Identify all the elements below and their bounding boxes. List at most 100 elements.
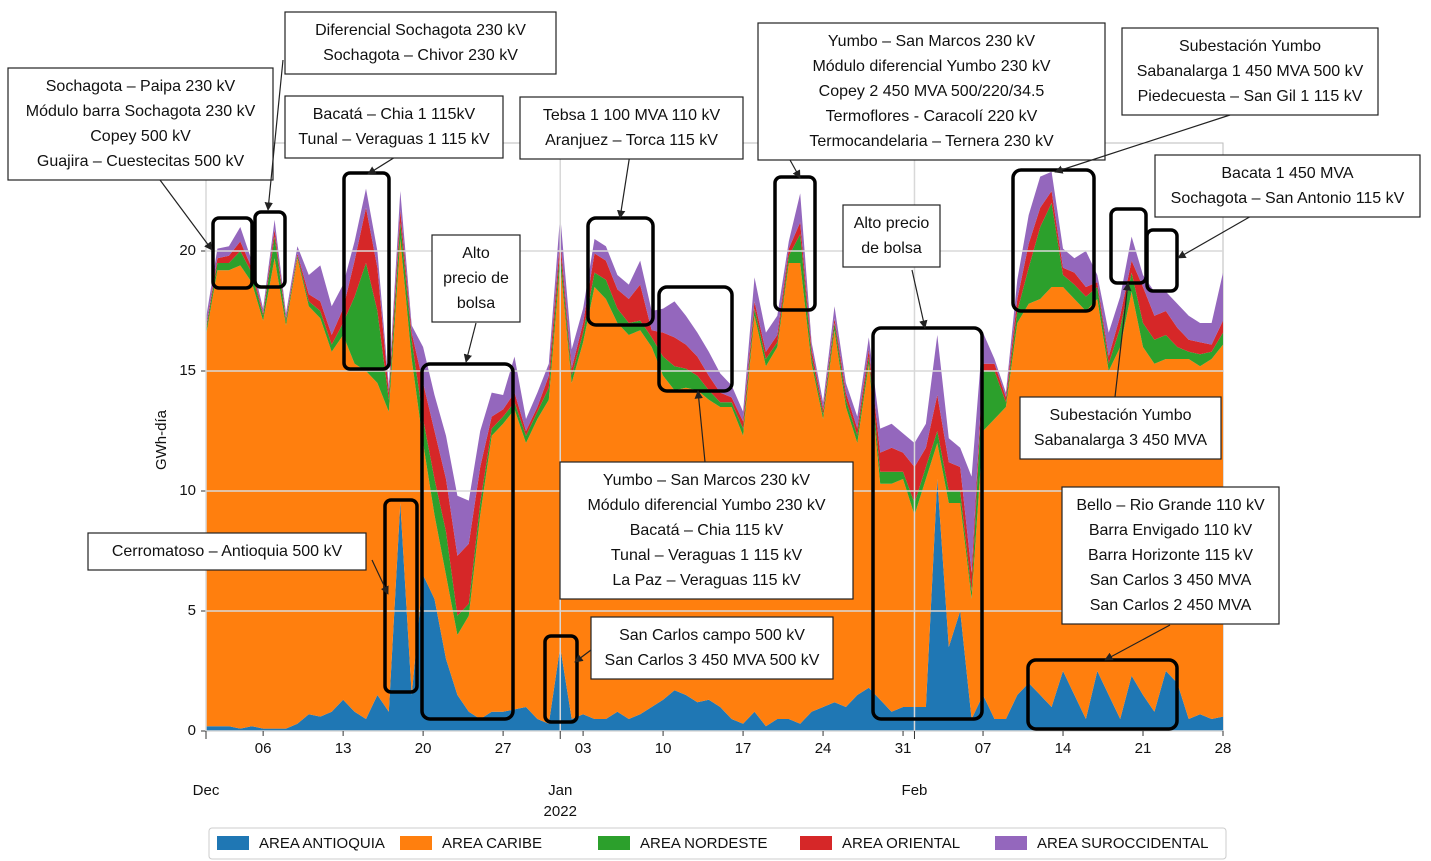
annotation-box <box>1154 154 1421 218</box>
annotation-arrow <box>264 59 284 211</box>
annotation-arrow <box>789 159 801 179</box>
year-label: 2022 <box>544 803 577 820</box>
annotation-box <box>559 461 854 600</box>
highlight <box>1011 168 1096 313</box>
legend-label: AREA SUROCCIDENTAL <box>1037 835 1208 852</box>
annotation-box <box>842 204 941 268</box>
y-tick-label: 0 <box>188 722 196 739</box>
annotation-text: Yumbo – San Marcos 230 kV <box>828 33 1036 50</box>
annotation-box <box>757 22 1106 161</box>
annotation-arrow <box>1177 210 1261 259</box>
y-tick-label: 10 <box>179 482 196 499</box>
annotation-box <box>1061 486 1280 625</box>
highlight <box>420 362 515 721</box>
annotation-text: precio de <box>443 270 509 287</box>
annotation-box <box>590 616 834 680</box>
legend-label: AREA NORDESTE <box>640 835 768 852</box>
annotation-text: Piedecuesta – San Gil 1 115 kV <box>1138 88 1363 105</box>
annotation-text: La Paz – Veraguas 115 kV <box>612 572 801 589</box>
x-tick-major-label: Feb <box>902 782 928 799</box>
annotation-text: Guajira – Cuestecitas 500 kV <box>37 153 245 170</box>
legend-label: AREA ANTIOQUIA <box>259 835 385 852</box>
annotation-text: Copey 500 kV <box>90 128 191 145</box>
x-tick-label: 20 <box>415 740 432 757</box>
annotation-box <box>519 96 744 160</box>
legend: AREA ANTIOQUIA AREA CARIBE AREA NORDESTE AR… <box>217 835 1208 852</box>
highlight <box>253 210 287 289</box>
x-tick-label: 24 <box>815 740 832 757</box>
x-tick-label: 10 <box>655 740 672 757</box>
legend-swatch <box>217 836 249 850</box>
annotation-arrow <box>159 179 213 251</box>
highlight <box>543 634 579 724</box>
annotation-arrow <box>1114 282 1132 398</box>
annotation-box <box>7 67 274 181</box>
annotation-text: Sochagota – Chivor 230 kV <box>323 47 518 64</box>
annotation-box <box>284 11 557 75</box>
x-tick-major-label: Dec <box>193 782 220 799</box>
highlight <box>383 498 419 694</box>
annotation-arrow <box>463 322 477 363</box>
annotation-text: Módulo diferencial Yumbo 230 kV <box>812 58 1050 75</box>
annotation-text: Bacatá – Chia 1 115kV <box>313 106 476 123</box>
highlight <box>1026 658 1179 731</box>
annotation-arrow <box>617 153 631 219</box>
annotation-text: Tunal – Veraguas 1 115 kV <box>298 131 490 148</box>
annotation-text: Alto precio <box>854 215 930 232</box>
annotation-text: Termoflores - Caracolí 220 kV <box>826 108 1038 125</box>
x-tick-label: 27 <box>495 740 512 757</box>
annotation-arrow <box>574 649 592 663</box>
legend-swatch <box>598 836 630 850</box>
annotation-text: Yumbo – San Marcos 230 kV <box>603 472 811 489</box>
x-tick-label: 28 <box>1215 740 1232 757</box>
legend-label: AREA CARIBE <box>442 835 542 852</box>
annotation-box <box>1121 27 1379 116</box>
annotation-text: Sochagota – Paipa 230 kV <box>46 78 236 95</box>
annotation-text: San Carlos 3 450 MVA <box>1090 572 1252 589</box>
annotation-text: Tebsa 1 100 MVA 110 kV <box>543 107 721 124</box>
annotation-text: Cerromatoso – Antioquia 500 kV <box>112 543 343 560</box>
legend-swatch <box>800 836 832 850</box>
annotation-arrow <box>911 269 928 329</box>
annotation-text: San Carlos 2 450 MVA <box>1090 597 1252 614</box>
x-tick-label: 06 <box>255 740 272 757</box>
highlight <box>211 216 254 290</box>
highlight <box>1145 228 1179 293</box>
legend-swatch <box>995 836 1027 850</box>
x-tick-major-label: Jan <box>548 782 572 799</box>
annotation-box <box>1019 396 1222 460</box>
annotation-text: Aranjuez – Torca 115 kV <box>545 132 718 149</box>
y-tick-label: 15 <box>179 362 196 379</box>
annotation-box <box>87 532 367 571</box>
annotation-text: San Carlos 3 450 MVA 500 kV <box>605 652 820 669</box>
annotation-text: Bacatá – Chia 115 kV <box>630 522 784 539</box>
y-axis-label: GWh-día <box>153 409 170 470</box>
annotation-text: Copey 2 450 MVA 500/220/34.5 <box>819 83 1045 100</box>
annotation-box <box>431 234 521 323</box>
annotation-text: Sochagota – San Antonio 115 kV <box>1171 190 1405 207</box>
annotation-text: Módulo diferencial Yumbo 230 kV <box>587 497 825 514</box>
annotation-text: Diferencial Sochagota 230 kV <box>315 22 526 39</box>
area <box>206 171 1223 573</box>
annotation-text: Alto <box>462 245 490 262</box>
annotation-text: de bolsa <box>861 240 922 257</box>
annotation-text: Bello – Rio Grande 110 kV <box>1076 497 1265 514</box>
annotation-text: Barra Envigado 110 kV <box>1089 522 1253 539</box>
highlight <box>342 171 391 371</box>
y-tick-label: 5 <box>188 602 196 619</box>
annotations: Sochagota – Paipa 230 kV Módulo barra Soc… <box>7 11 1421 680</box>
annotation-text: bolsa <box>457 295 495 312</box>
x-tick-label: 31 <box>895 740 912 757</box>
annotation-text: Sabanalarga 1 450 MVA 500 kV <box>1137 63 1364 80</box>
x-tick-label: 21 <box>1135 740 1152 757</box>
annotation-box <box>284 95 504 159</box>
x-tick-label: 13 <box>335 740 352 757</box>
annotation-text: Módulo barra Sochagota 230 kV <box>26 103 256 120</box>
annotation-arrow <box>1054 114 1231 174</box>
annotation-text: Subestación Yumbo <box>1049 407 1191 424</box>
x-tick-label: 14 <box>1055 740 1072 757</box>
annotation-text: Tunal – Veraguas 1 115 kV <box>611 547 803 564</box>
annotation-text: Subestación Yumbo <box>1179 38 1321 55</box>
annotation-text: San Carlos campo 500 kV <box>619 627 805 644</box>
annotation-text: Termocandelaria – Ternera 230 kV <box>809 133 1054 150</box>
